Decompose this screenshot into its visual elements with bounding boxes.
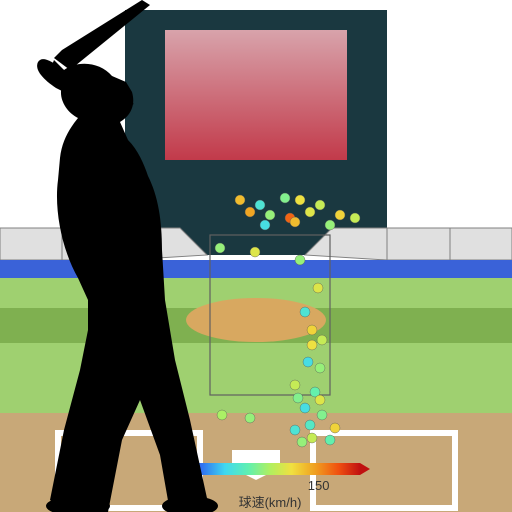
pitch-marker [260, 220, 270, 230]
pitch-marker [350, 213, 360, 223]
pitch-marker [317, 410, 327, 420]
pitch-marker [315, 363, 325, 373]
pitch-marker [325, 435, 335, 445]
pitch-marker [215, 243, 225, 253]
pitch-marker [300, 307, 310, 317]
pitch-marker [245, 413, 255, 423]
pitch-marker [303, 357, 313, 367]
pitch-marker [255, 200, 265, 210]
pitch-marker [317, 335, 327, 345]
pitch-marker [297, 437, 307, 447]
pitch-marker [280, 193, 290, 203]
pitch-marker [330, 423, 340, 433]
pitch-marker [250, 247, 260, 257]
pitch-marker [307, 325, 317, 335]
pitch-marker [295, 195, 305, 205]
pitch-marker [305, 207, 315, 217]
pitch-marker [293, 393, 303, 403]
pitch-marker [290, 425, 300, 435]
colorbar-label: 球速(km/h) [239, 495, 302, 510]
pitch-marker [290, 217, 300, 227]
pitch-location-chart: 100150球速(km/h) [0, 0, 512, 512]
pitch-marker [315, 395, 325, 405]
pitch-marker [307, 433, 317, 443]
pitch-marker [217, 410, 227, 420]
pitch-marker [325, 220, 335, 230]
pitch-marker [235, 195, 245, 205]
pitch-marker [290, 380, 300, 390]
pitch-marker [265, 210, 275, 220]
pitch-marker [315, 200, 325, 210]
pitch-marker [300, 403, 310, 413]
pitch-marker [245, 207, 255, 217]
pitch-marker [305, 420, 315, 430]
colorbar-tick: 150 [308, 478, 330, 493]
pitch-marker [335, 210, 345, 220]
pitch-marker [307, 340, 317, 350]
pitch-marker [313, 283, 323, 293]
pitch-marker [295, 255, 305, 265]
